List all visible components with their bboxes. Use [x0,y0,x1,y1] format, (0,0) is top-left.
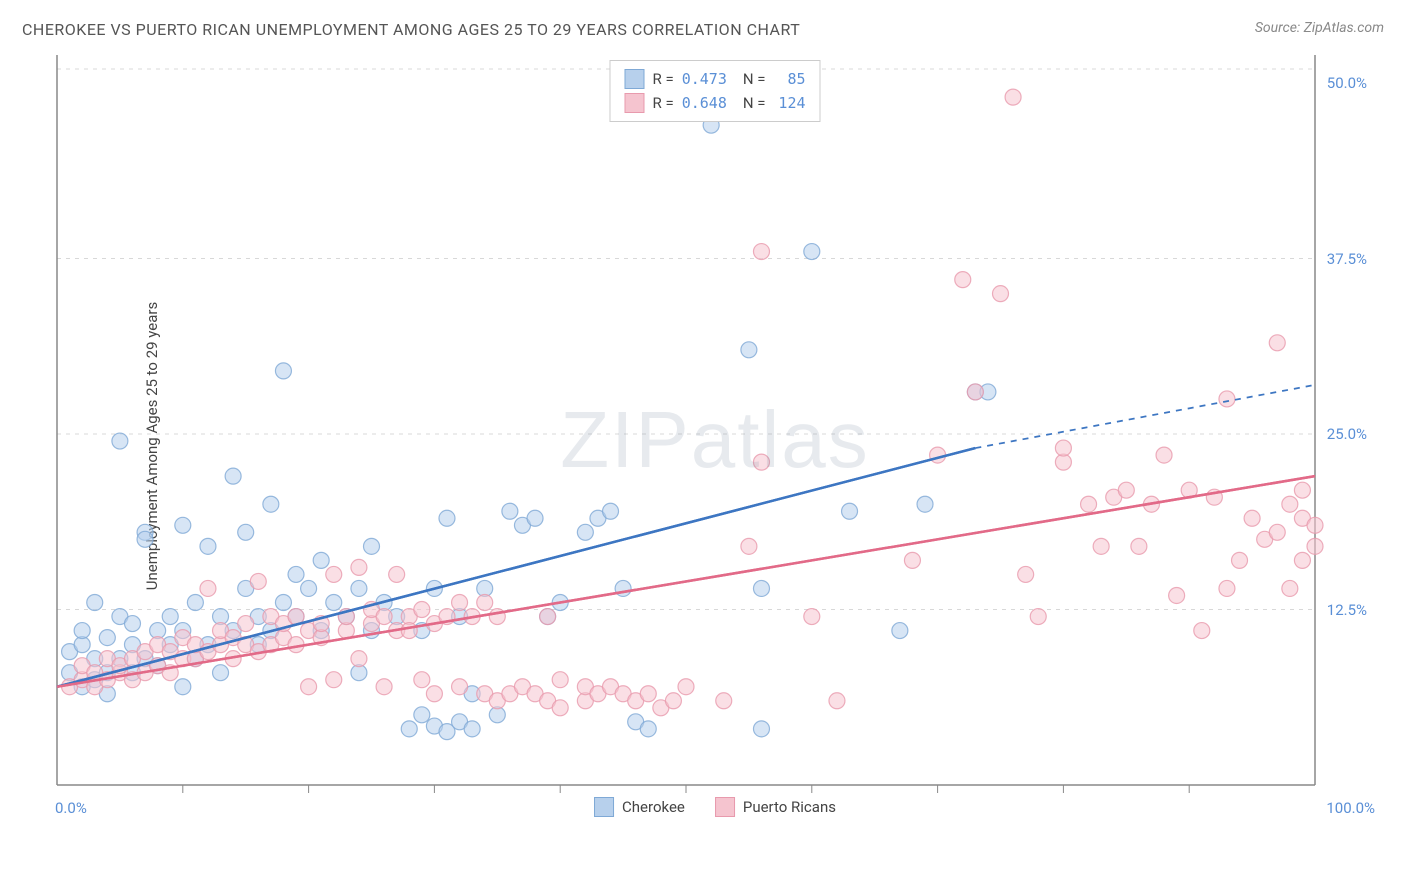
chart-svg [55,55,1375,825]
y-tick-label: 25.0% [1327,425,1367,443]
legend-swatch [594,797,614,817]
chart-plot-area: ZIPatlas R =0.473N =85R =0.648N =124 Che… [55,55,1375,825]
n-label: N = [743,91,766,115]
n-value: 85 [774,67,806,91]
legend-series-item: Puerto Ricans [715,797,836,817]
legend-correlation-row: R = 0.473 N = 85 [624,67,805,91]
r-label: R = [652,91,673,115]
x-axis-min-label: 0.0% [55,799,87,817]
source-attribution: Source: ZipAtlas.com [1255,20,1384,36]
legend-series-label: Puerto Ricans [743,798,836,816]
y-tick-label: 12.5% [1327,601,1367,619]
legend-swatch [624,93,644,113]
y-tick-label: 50.0% [1327,74,1367,92]
source-value: ZipAtlas.com [1304,20,1384,36]
source-label: Source: [1255,20,1300,36]
chart-title: CHEROKEE VS PUERTO RICAN UNEMPLOYMENT AM… [22,20,800,39]
legend-swatch [624,69,644,89]
legend-correlation-box: R = 0.473 N = 85 R = 0.648 N = 124 [609,60,820,122]
legend-correlation-row: R = 0.648 N = 124 [624,91,805,115]
n-label: N = [743,67,766,91]
legend-series-item: Cherokee [594,797,685,817]
y-tick-label: 37.5% [1327,250,1367,268]
x-axis-max-label: 100.0% [1326,799,1375,817]
legend-swatch [715,797,735,817]
legend-series: Cherokee Puerto Ricans [594,797,836,817]
r-value: 0.473 [682,67,727,91]
legend-series-label: Cherokee [622,798,685,816]
r-value: 0.648 [682,91,727,115]
n-value: 124 [774,91,806,115]
r-label: R = [652,67,673,91]
